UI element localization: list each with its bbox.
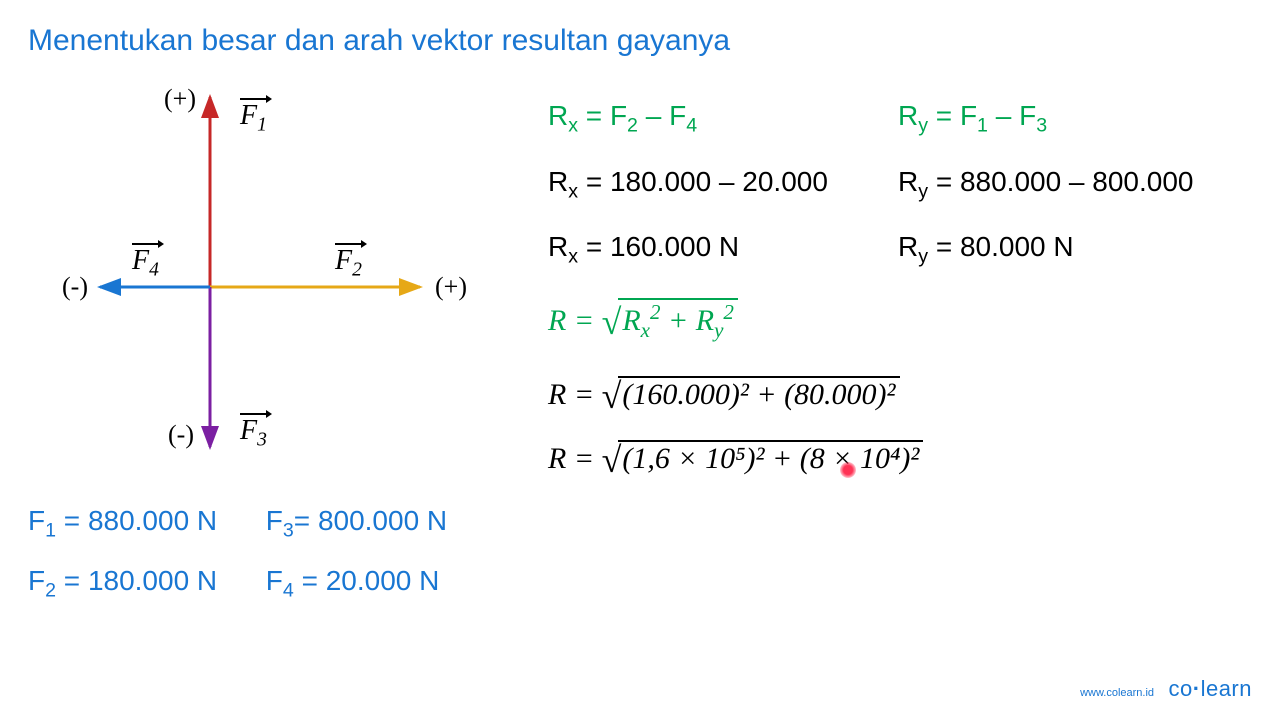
- sign-left: (-): [62, 272, 88, 302]
- label-f3: F3: [240, 415, 267, 452]
- eq-ry-sub: Ry = 880.000 – 800.000: [898, 166, 1258, 204]
- given-f1: F1 = 880.000 N: [28, 505, 258, 543]
- footer-brand: www.colearn.id co·learn: [1080, 676, 1252, 702]
- laser-pointer: [840, 462, 856, 478]
- eq-ry-formula: Ry = F1 – F3: [898, 100, 1258, 138]
- eq-rx-sub: Rx = 180.000 – 20.000: [548, 166, 898, 204]
- eq-r-sub1: R = √ (160.000)² + (80.000)²: [548, 371, 1258, 413]
- label-f1: F1: [240, 100, 267, 137]
- given-f2: F2 = 180.000 N: [28, 565, 258, 603]
- eq-r-formula: R = √ Rx2 + Ry2: [548, 297, 1258, 343]
- sign-up: (+): [164, 84, 196, 114]
- page-title: Menentukan besar dan arah vektor resulta…: [28, 24, 730, 58]
- vector-diagram: (+) (+) (-) (-) F1 F2 F3 F4: [60, 80, 500, 460]
- eq-r-sub2: R = √ (1,6 × 10⁵)² + (8 × 10⁴)²: [548, 435, 1258, 477]
- sign-down: (-): [168, 420, 194, 450]
- equations: Rx = F2 – F4 Ry = F1 – F3 Rx = 180.000 –…: [548, 100, 1258, 477]
- given-f4: F4 = 20.000 N: [266, 565, 496, 603]
- eq-ry-result: Ry = 80.000 N: [898, 231, 1258, 269]
- eq-rx-result: Rx = 160.000 N: [548, 231, 898, 269]
- given-forces: F1 = 880.000 N F3= 800.000 N F2 = 180.00…: [28, 505, 496, 624]
- given-f3: F3= 800.000 N: [266, 505, 496, 543]
- eq-rx-formula: Rx = F2 – F4: [548, 100, 898, 138]
- label-f2: F2: [335, 245, 362, 282]
- label-f4: F4: [132, 245, 159, 282]
- vector-f1: [60, 80, 500, 460]
- sign-right: (+): [435, 272, 467, 302]
